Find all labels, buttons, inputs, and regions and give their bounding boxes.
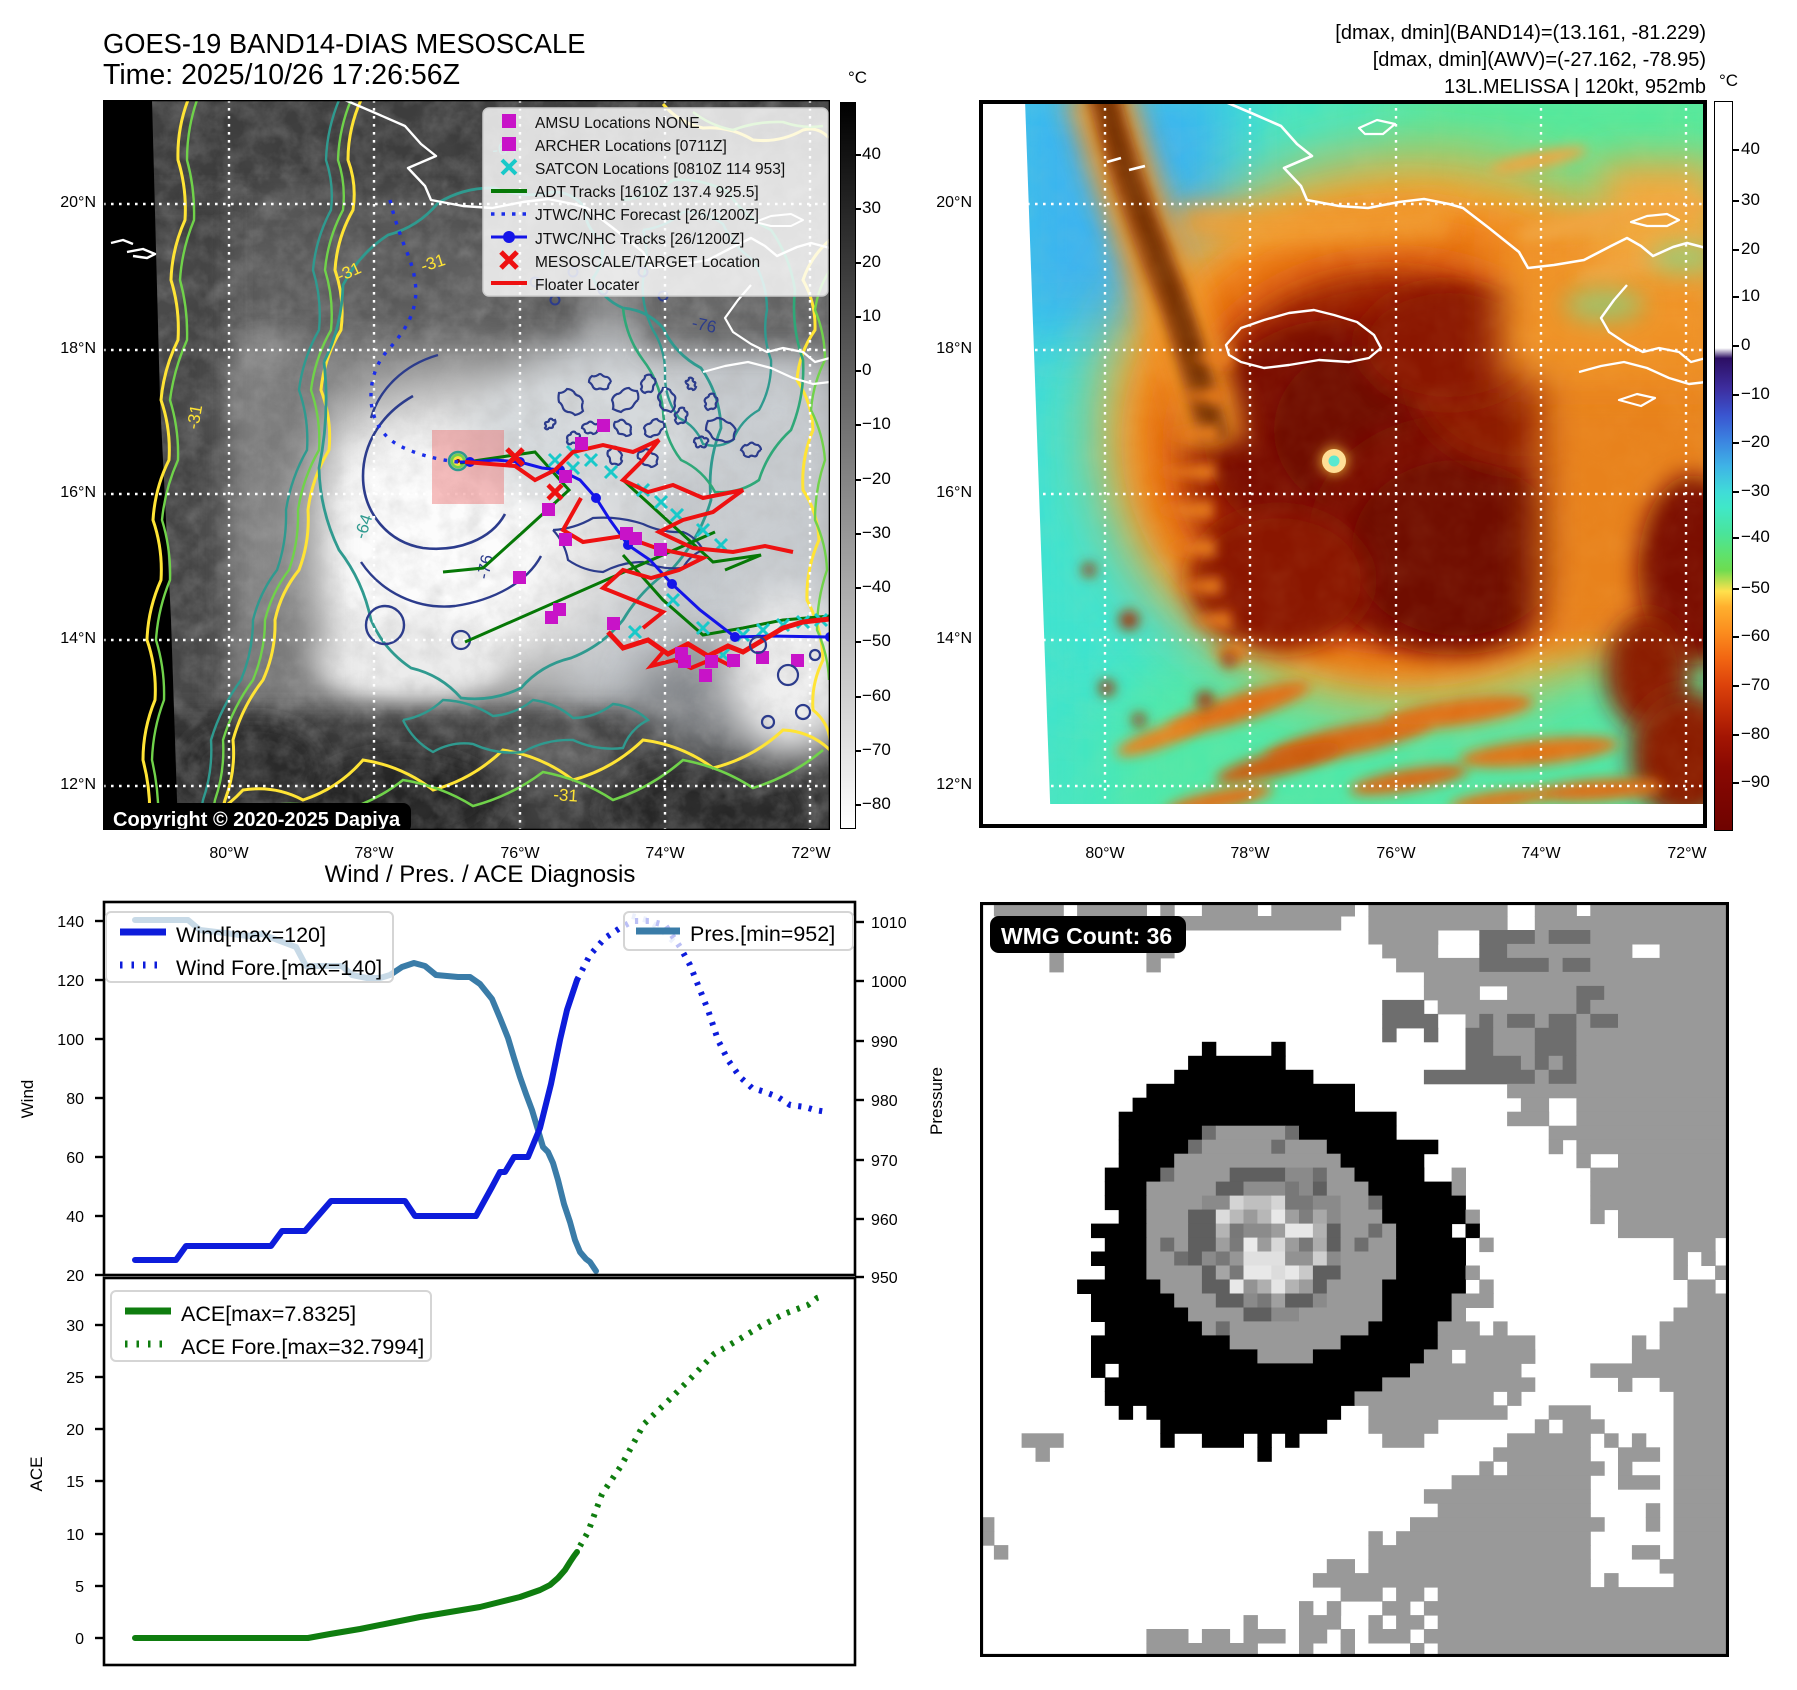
svg-text:-31: -31 [183,403,206,431]
svg-text:40: 40 [66,1209,84,1226]
svg-text:ADT Tracks [1610Z 137.4 925.5]: ADT Tracks [1610Z 137.4 925.5] [535,184,759,201]
svg-text:Wind Fore.[max=140]: Wind Fore.[max=140] [176,956,382,980]
svg-text:20: 20 [66,1268,84,1285]
svg-text:960: 960 [871,1212,898,1229]
svg-text:JTWC/NHC Tracks [26/1200Z]: JTWC/NHC Tracks [26/1200Z] [535,231,744,248]
svg-text:990: 990 [871,1034,898,1051]
svg-text:ACE[max=7.8325]: ACE[max=7.8325] [181,1302,356,1326]
svg-text:970: 970 [871,1153,898,1170]
svg-text:140: 140 [57,914,84,931]
svg-text:120: 120 [57,973,84,990]
svg-text:ACE Fore.[max=32.7994]: ACE Fore.[max=32.7994] [181,1335,424,1359]
svg-text:60: 60 [66,1150,84,1167]
svg-text:Pres.[min=952]: Pres.[min=952] [690,922,835,946]
svg-text:Floater Locater: Floater Locater [535,277,639,294]
svg-text:15: 15 [66,1474,84,1491]
svg-text:MESOSCALE/TARGET Location: MESOSCALE/TARGET Location [535,254,760,271]
svg-text:980: 980 [871,1093,898,1110]
svg-text:0: 0 [75,1631,84,1648]
svg-text:100: 100 [57,1032,84,1049]
svg-text:Copyright © 2020-2025 Dapiya: Copyright © 2020-2025 Dapiya [113,809,401,830]
svg-text:JTWC/NHC Forecast [26/1200Z]: JTWC/NHC Forecast [26/1200Z] [535,207,759,224]
svg-text:950: 950 [871,1270,898,1287]
svg-text:1010: 1010 [871,915,907,932]
svg-text:5: 5 [75,1579,84,1596]
svg-text:30: 30 [66,1318,84,1335]
svg-text:-76: -76 [690,313,718,337]
svg-text:Wind[max=120]: Wind[max=120] [176,923,326,947]
svg-text:AMSU Locations NONE: AMSU Locations NONE [535,115,700,132]
svg-text:WMG Count: 36: WMG Count: 36 [1001,923,1172,949]
svg-text:80: 80 [66,1091,84,1108]
svg-text:20: 20 [66,1422,84,1439]
svg-text:25: 25 [66,1370,84,1387]
svg-text:-31: -31 [553,785,579,806]
svg-text:ARCHER Locations [0711Z]: ARCHER Locations [0711Z] [535,138,727,155]
svg-text:10: 10 [66,1527,84,1544]
svg-text:SATCON Locations [0810Z 114 95: SATCON Locations [0810Z 114 953] [535,161,785,178]
svg-text:1000: 1000 [871,974,907,991]
